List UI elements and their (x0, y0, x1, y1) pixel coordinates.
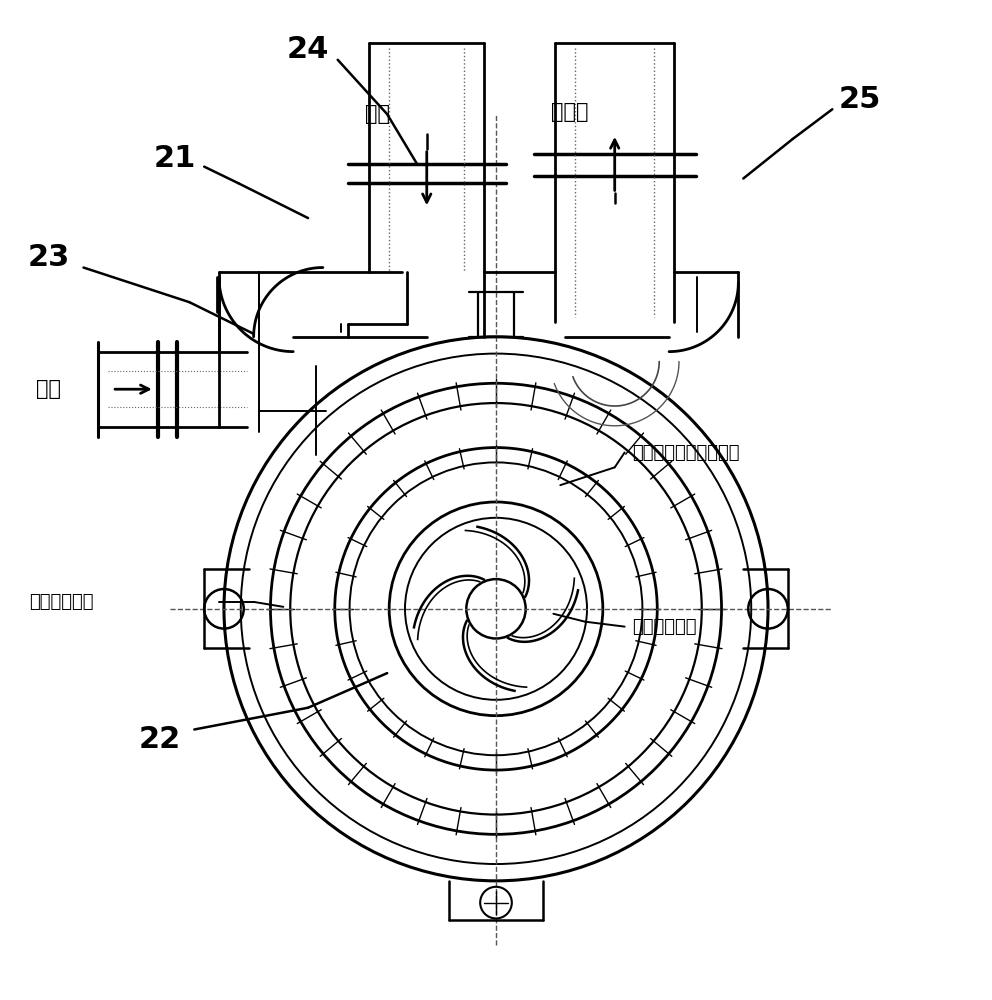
Text: 22: 22 (139, 725, 181, 754)
Text: 24: 24 (287, 35, 329, 64)
Text: 进水: 进水 (365, 104, 390, 124)
Text: 25: 25 (839, 85, 881, 114)
Text: 23: 23 (28, 243, 70, 272)
Text: 纳米水: 纳米水 (552, 102, 589, 122)
Text: 21: 21 (154, 144, 195, 173)
Text: 连续打碎空气: 连续打碎空气 (633, 618, 697, 636)
Text: 纳米水形成、排向出口: 纳米水形成、排向出口 (633, 444, 740, 462)
Text: 进水: 进水 (36, 379, 62, 399)
Text: 机械打碎空气: 机械打碎空气 (29, 593, 93, 611)
